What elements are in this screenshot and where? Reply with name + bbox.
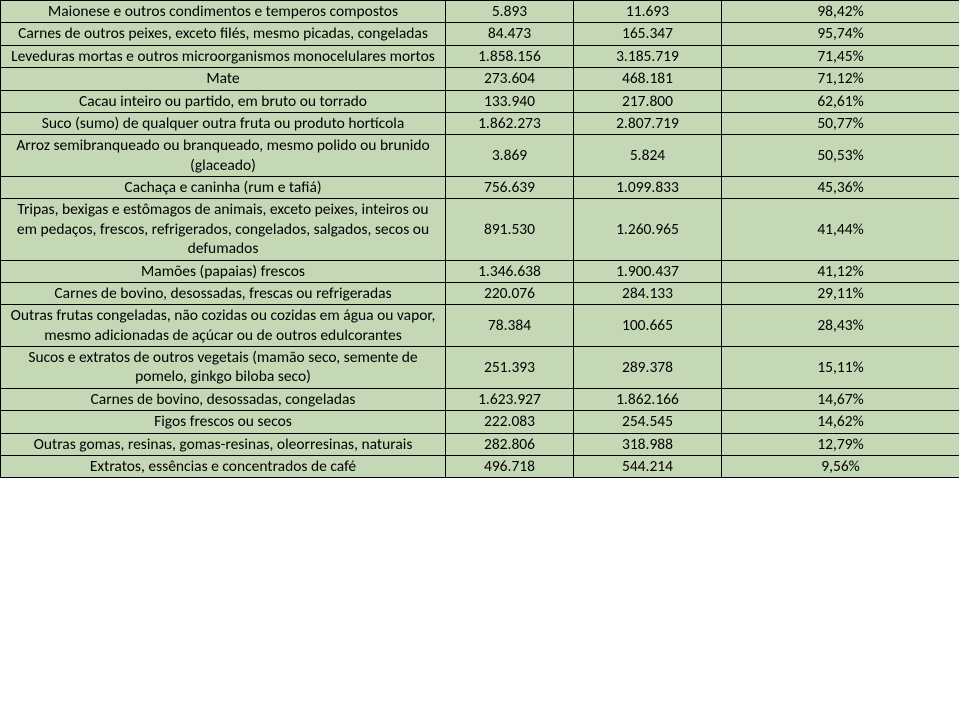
table-row: Cacau inteiro ou partido, em bruto ou to…	[1, 90, 959, 112]
row-percent: 50,53%	[722, 135, 959, 177]
row-percent: 41,44%	[722, 199, 959, 260]
row-label: Leveduras mortas e outros microorganismo…	[1, 45, 446, 67]
row-label: Cachaça e caninha (rum e tafiá)	[1, 177, 446, 199]
row-percent: 71,12%	[722, 68, 959, 90]
row-value-2: 165.347	[574, 23, 722, 45]
row-value-1: 5.893	[446, 1, 574, 23]
row-value-1: 891.530	[446, 199, 574, 260]
table-row: Outras frutas congeladas, não cozidas ou…	[1, 305, 959, 347]
row-label: Carnes de bovino, desossadas, congeladas	[1, 388, 446, 410]
row-percent: 41,12%	[722, 260, 959, 282]
row-percent: 28,43%	[722, 305, 959, 347]
row-value-1: 1.623.927	[446, 388, 574, 410]
row-value-1: 251.393	[446, 347, 574, 389]
row-value-1: 1.346.638	[446, 260, 574, 282]
table-row: Carnes de bovino, desossadas, congeladas…	[1, 388, 959, 410]
row-value-2: 254.545	[574, 411, 722, 433]
row-value-1: 222.083	[446, 411, 574, 433]
row-label: Carnes de bovino, desossadas, frescas ou…	[1, 282, 446, 304]
table-row: Carnes de outros peixes, exceto filés, m…	[1, 23, 959, 45]
row-label: Arroz semibranqueado ou branqueado, mesm…	[1, 135, 446, 177]
row-value-1: 3.869	[446, 135, 574, 177]
row-percent: 71,45%	[722, 45, 959, 67]
row-value-2: 1.862.166	[574, 388, 722, 410]
row-percent: 45,36%	[722, 177, 959, 199]
table-row: Suco (sumo) de qualquer outra fruta ou p…	[1, 112, 959, 134]
row-value-1: 84.473	[446, 23, 574, 45]
row-value-2: 1.099.833	[574, 177, 722, 199]
table-row: Cachaça e caninha (rum e tafiá)756.6391.…	[1, 177, 959, 199]
row-percent: 14,62%	[722, 411, 959, 433]
row-value-1: 78.384	[446, 305, 574, 347]
table-row: Carnes de bovino, desossadas, frescas ou…	[1, 282, 959, 304]
row-label: Cacau inteiro ou partido, em bruto ou to…	[1, 90, 446, 112]
table-row: Leveduras mortas e outros microorganismo…	[1, 45, 959, 67]
row-value-2: 468.181	[574, 68, 722, 90]
table-row: Extratos, essências e concentrados de ca…	[1, 455, 959, 477]
row-label: Carnes de outros peixes, exceto filés, m…	[1, 23, 446, 45]
row-percent: 14,67%	[722, 388, 959, 410]
row-value-1: 756.639	[446, 177, 574, 199]
data-table: Maionese e outros condimentos e temperos…	[0, 0, 959, 478]
row-percent: 12,79%	[722, 433, 959, 455]
row-value-2: 217.800	[574, 90, 722, 112]
row-value-2: 1.260.965	[574, 199, 722, 260]
row-percent: 95,74%	[722, 23, 959, 45]
row-value-2: 100.665	[574, 305, 722, 347]
row-value-2: 284.133	[574, 282, 722, 304]
row-percent: 62,61%	[722, 90, 959, 112]
row-value-1: 1.862.273	[446, 112, 574, 134]
row-label: Mate	[1, 68, 446, 90]
row-label: Outras gomas, resinas, gomas-resinas, ol…	[1, 433, 446, 455]
row-percent: 9,56%	[722, 455, 959, 477]
row-percent: 15,11%	[722, 347, 959, 389]
table-row: Outras gomas, resinas, gomas-resinas, ol…	[1, 433, 959, 455]
row-label: Sucos e extratos de outros vegetais (mam…	[1, 347, 446, 389]
row-label: Mamões (papaias) frescos	[1, 260, 446, 282]
row-value-1: 133.940	[446, 90, 574, 112]
row-value-2: 2.807.719	[574, 112, 722, 134]
row-value-2: 1.900.437	[574, 260, 722, 282]
row-percent: 50,77%	[722, 112, 959, 134]
row-percent: 98,42%	[722, 1, 959, 23]
table-row: Tripas, bexigas e estômagos de animais, …	[1, 199, 959, 260]
table-row: Figos frescos ou secos222.083254.54514,6…	[1, 411, 959, 433]
row-label: Tripas, bexigas e estômagos de animais, …	[1, 199, 446, 260]
table-row: Sucos e extratos de outros vegetais (mam…	[1, 347, 959, 389]
table-row: Arroz semibranqueado ou branqueado, mesm…	[1, 135, 959, 177]
table-row: Mamões (papaias) frescos1.346.6381.900.4…	[1, 260, 959, 282]
row-percent: 29,11%	[722, 282, 959, 304]
row-value-1: 1.858.156	[446, 45, 574, 67]
row-label: Outras frutas congeladas, não cozidas ou…	[1, 305, 446, 347]
row-value-2: 289.378	[574, 347, 722, 389]
row-label: Suco (sumo) de qualquer outra fruta ou p…	[1, 112, 446, 134]
row-value-1: 220.076	[446, 282, 574, 304]
row-value-2: 318.988	[574, 433, 722, 455]
row-value-2: 544.214	[574, 455, 722, 477]
row-value-2: 3.185.719	[574, 45, 722, 67]
row-value-2: 11.693	[574, 1, 722, 23]
row-value-1: 282.806	[446, 433, 574, 455]
row-value-1: 496.718	[446, 455, 574, 477]
table-row: Maionese e outros condimentos e temperos…	[1, 1, 959, 23]
row-value-2: 5.824	[574, 135, 722, 177]
table-row: Mate273.604468.18171,12%	[1, 68, 959, 90]
row-label: Maionese e outros condimentos e temperos…	[1, 1, 446, 23]
row-label: Figos frescos ou secos	[1, 411, 446, 433]
row-label: Extratos, essências e concentrados de ca…	[1, 455, 446, 477]
row-value-1: 273.604	[446, 68, 574, 90]
